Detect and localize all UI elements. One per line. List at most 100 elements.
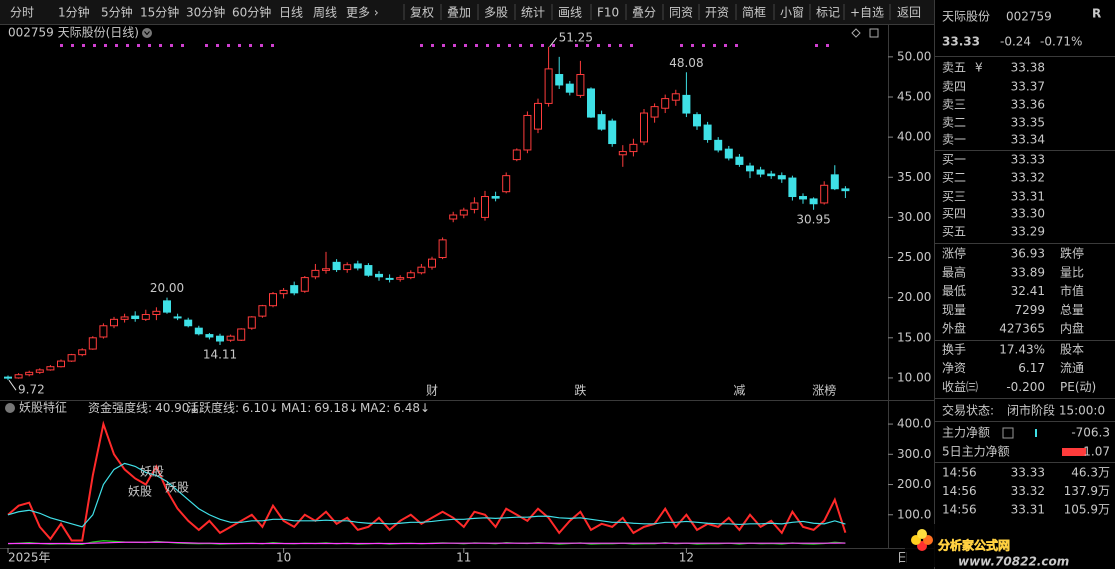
tool-button[interactable]: 小窗 (780, 6, 804, 20)
legend-value: 6.48 (393, 401, 420, 415)
tool-button[interactable]: 叠加 (447, 6, 471, 20)
stat-label: 内盘 (1060, 321, 1084, 336)
period-tab[interactable]: 分时 (10, 6, 34, 20)
stat-label: PE(动) (1060, 380, 1096, 394)
period-tab[interactable]: 更多 › (346, 6, 379, 20)
diamond-icon[interactable] (851, 28, 861, 38)
period-tab[interactable]: 1分钟 (58, 5, 90, 20)
ask-price: 33.36 (1011, 98, 1045, 112)
period-tab[interactable]: 30分钟 (186, 5, 225, 20)
price-label: 30.95 (796, 212, 830, 226)
candle-body (470, 202, 479, 210)
detail-icon[interactable] (1002, 427, 1014, 439)
stat-label: 最低 (942, 284, 966, 298)
period-tab[interactable]: 日线 (279, 6, 303, 20)
tool-button[interactable]: +自选 (850, 6, 884, 20)
stat-value: 33.89 (1011, 265, 1045, 279)
price-change-pct: -0.71% (1040, 35, 1082, 49)
period-tab[interactable]: 60分钟 (232, 5, 271, 20)
candle-body (650, 106, 659, 118)
legend-separator: : (148, 401, 152, 415)
ask-label: 卖四 (942, 80, 966, 94)
stat-label: 量比 (1060, 265, 1084, 279)
tool-button[interactable]: 多股 (484, 6, 508, 20)
candle-body (184, 319, 193, 327)
trade-price: 33.33 (1011, 466, 1045, 480)
signal-dot (724, 44, 727, 47)
period-tab[interactable]: 15分钟 (140, 5, 179, 20)
window-icon[interactable] (869, 28, 879, 38)
tool-button[interactable]: 标记 (816, 6, 840, 20)
candle-body (714, 139, 723, 151)
bid-price: 33.30 (1011, 207, 1045, 221)
price-label: 9.72 (18, 383, 45, 397)
stat-label: 跌停 (1060, 246, 1084, 261)
event-marker[interactable]: 减 (733, 384, 745, 398)
candle-body (364, 265, 373, 276)
stat-label: 流通 (1060, 361, 1084, 375)
signal-dot (608, 44, 611, 47)
flow-label: 主力净额 (942, 426, 990, 440)
period-tab[interactable]: 周线 (313, 6, 337, 20)
candle-body (57, 360, 65, 368)
stat-label: 涨停 (942, 246, 966, 261)
signal-dot (170, 44, 173, 47)
legend-name: 资金强度线 (88, 400, 148, 415)
menu-icon[interactable] (5, 403, 15, 413)
signal-dot (508, 44, 511, 47)
period-tab[interactable]: 5分钟 (101, 5, 133, 20)
badge: R (1092, 7, 1101, 21)
bid-price: 33.29 (1011, 225, 1045, 239)
toolbar-bg (0, 0, 934, 24)
tool-button[interactable]: 开资 (705, 6, 729, 20)
price-label-leader (549, 37, 557, 48)
bid-price: 33.33 (1011, 153, 1045, 167)
bid-label: 买五 (942, 225, 966, 239)
legend-separator: : (386, 401, 390, 415)
candle-body (608, 120, 617, 145)
candle-body (512, 149, 521, 161)
candle-body (35, 369, 44, 373)
candle-body (777, 175, 786, 180)
tool-button[interactable]: 复权 (410, 6, 434, 20)
tool-button[interactable]: 叠分 (632, 6, 656, 20)
candle-body (237, 328, 246, 341)
signal-dot (586, 44, 589, 47)
tool-button[interactable]: 简框 (742, 6, 766, 20)
trade-price: 33.32 (1011, 484, 1045, 498)
price-change: -0.24 (1000, 35, 1031, 49)
event-marker[interactable]: 财 (426, 384, 438, 398)
stat-label: 净资 (942, 361, 966, 375)
event-marker[interactable]: 涨榜 (812, 383, 836, 398)
stat-value: 32.41 (1011, 284, 1045, 298)
candle-body (576, 74, 585, 96)
tool-button[interactable]: 同资 (669, 6, 693, 20)
candle-body (788, 177, 797, 198)
stat-value: 6.17 (1018, 361, 1045, 375)
watermark-logo (917, 529, 927, 539)
signal-dot (271, 44, 274, 47)
signal-dot (216, 44, 219, 47)
trade-time: 14:56 (942, 503, 977, 517)
signal-dot (227, 44, 230, 47)
candle-body (449, 214, 458, 220)
y-tick-label: 15.00 (897, 330, 931, 344)
back-button[interactable]: 返回 (897, 6, 921, 20)
legend-entry: MA1: 69.18↓ (281, 401, 359, 415)
signal-dot (159, 44, 162, 47)
candle-body (682, 94, 691, 114)
signal-dot (115, 44, 118, 47)
indicator-title: 妖股特征 (19, 400, 67, 415)
tool-button[interactable]: F10 (597, 6, 619, 20)
signal-dot (93, 44, 96, 47)
stat-value: 17.43% (999, 343, 1045, 357)
candle-body (544, 68, 553, 104)
tool-button[interactable]: 统计 (521, 6, 545, 20)
signal-dot (464, 44, 467, 47)
trade-volume: 137.9万 (1064, 484, 1110, 498)
stat-label: 市值 (1060, 283, 1084, 298)
tool-button[interactable]: 画线 (558, 6, 582, 20)
event-marker[interactable]: 跌 (574, 383, 586, 398)
menu-icon[interactable] (142, 28, 152, 38)
x-tick-label: 2025年 (8, 551, 51, 565)
